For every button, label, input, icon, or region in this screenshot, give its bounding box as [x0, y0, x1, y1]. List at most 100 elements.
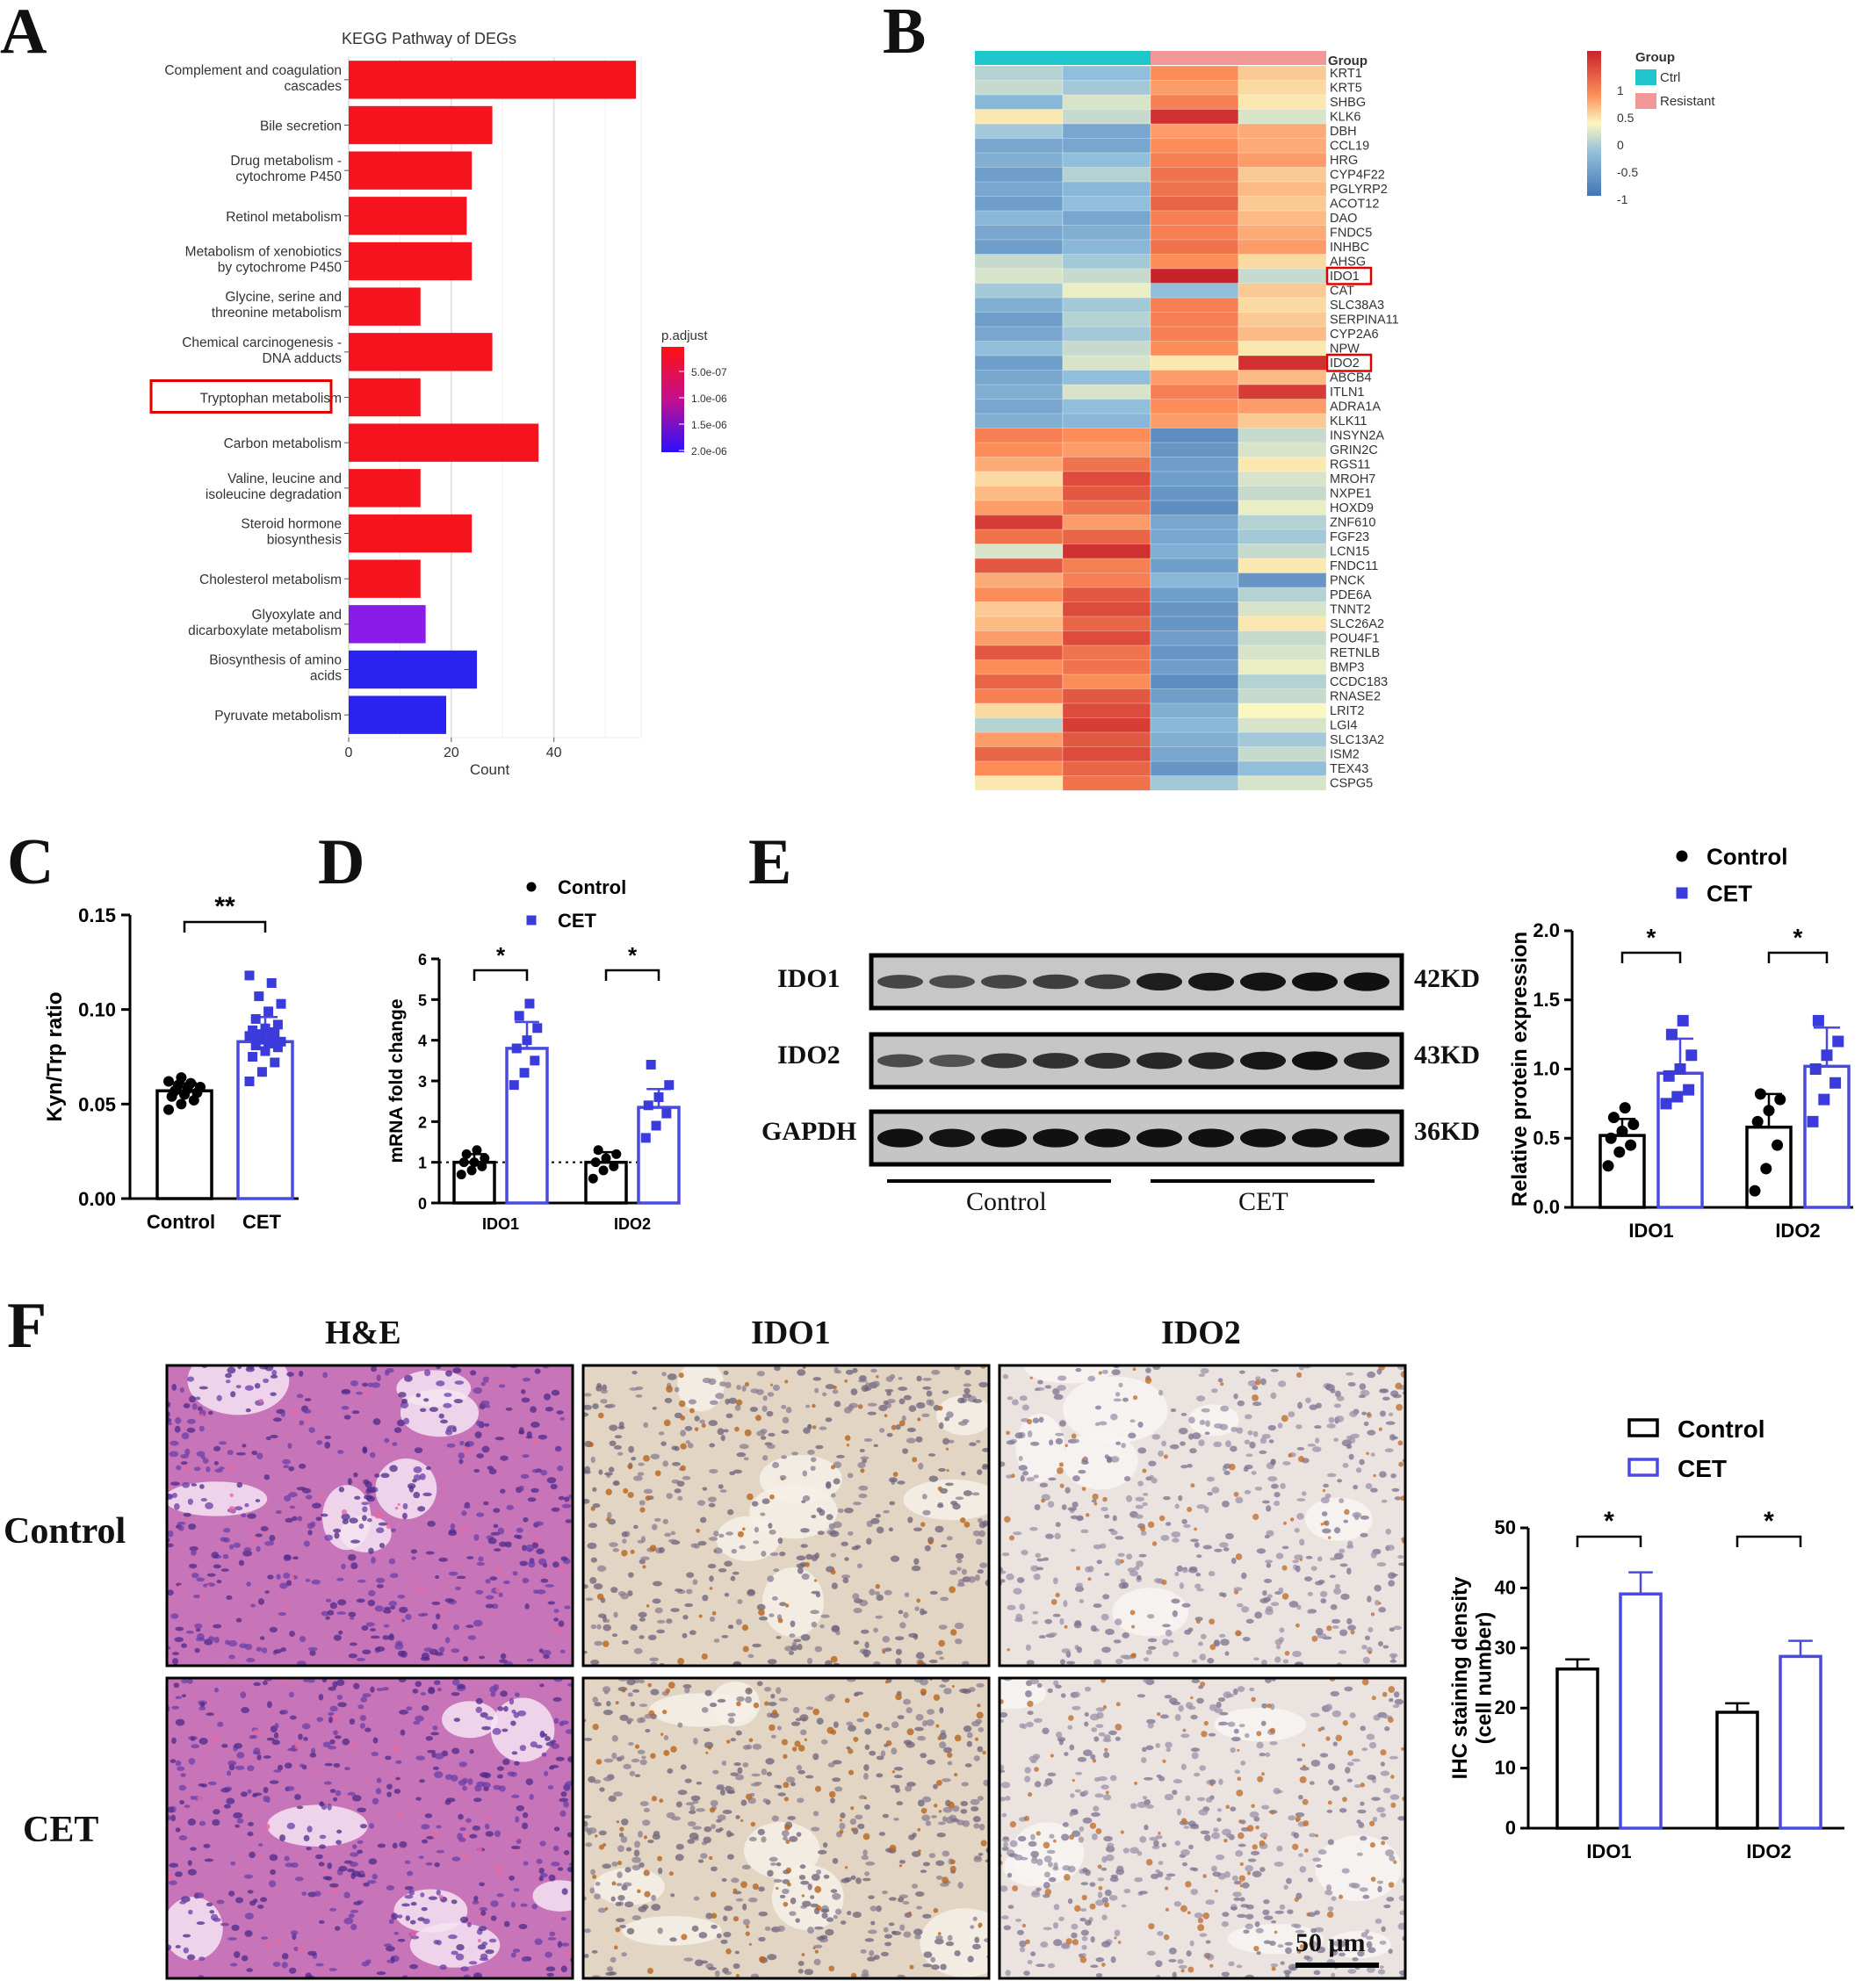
cell-nucleus — [1155, 1869, 1160, 1873]
stain-spot — [963, 1521, 971, 1528]
stain-spot — [846, 1444, 850, 1447]
cell-nucleus — [594, 1640, 603, 1646]
stain-spot — [1195, 1619, 1201, 1624]
gene-label: KRT1 — [1330, 67, 1362, 81]
cell-nucleus — [361, 1961, 370, 1967]
stain-spot — [741, 1624, 749, 1631]
stain-spot — [710, 1891, 717, 1898]
cell-nucleus — [307, 1826, 313, 1833]
heatmap-cell — [1062, 152, 1151, 168]
stain-spot — [644, 1891, 651, 1898]
cell-nucleus — [520, 1473, 530, 1480]
cell-nucleus — [549, 1764, 559, 1768]
cell-nucleus — [707, 1966, 717, 1970]
cell-nucleus — [908, 1405, 917, 1412]
cell-nucleus — [382, 1609, 392, 1614]
cell-nucleus — [410, 1901, 417, 1906]
blot-band — [929, 1128, 975, 1148]
cell-nucleus — [631, 1915, 642, 1921]
cell-nucleus — [1199, 1653, 1207, 1660]
cell-nucleus — [761, 1455, 769, 1461]
cell-nucleus — [955, 1496, 964, 1501]
cell-nucleus — [939, 1684, 946, 1689]
cell-nucleus — [675, 1854, 684, 1862]
cell-nucleus — [1310, 1566, 1317, 1572]
cell-nucleus — [1297, 1401, 1303, 1409]
heatmap-cell — [974, 544, 1064, 559]
cell-nucleus — [1338, 1952, 1346, 1956]
cell-nucleus — [489, 1686, 498, 1693]
cell-nucleus — [1115, 1392, 1121, 1397]
cell-nucleus — [632, 1475, 643, 1481]
cell-nucleus — [1045, 1533, 1054, 1539]
cell-nucleus — [474, 1784, 482, 1792]
cell-nucleus — [814, 1646, 823, 1653]
cell-nucleus — [760, 1512, 766, 1516]
data-point — [176, 1072, 187, 1084]
cell-nucleus — [349, 1642, 357, 1646]
data-point — [1627, 1119, 1640, 1130]
cell-nucleus — [477, 1944, 487, 1950]
cell-nucleus — [481, 1725, 491, 1731]
cell-nucleus — [833, 1721, 839, 1728]
cell-nucleus — [1047, 1501, 1055, 1508]
cell-nucleus — [754, 1526, 759, 1533]
cell-nucleus — [1211, 1832, 1221, 1840]
cell-nucleus — [316, 1440, 323, 1445]
cell-nucleus — [496, 1893, 504, 1898]
gene-label: FGF23 — [1330, 530, 1369, 544]
cell-nucleus — [560, 1791, 567, 1797]
stain-spot — [1315, 1833, 1319, 1838]
cell-nucleus — [898, 1387, 908, 1391]
cell-nucleus — [769, 1552, 779, 1556]
cell-nucleus — [914, 1934, 921, 1940]
heatmap-cell — [974, 181, 1064, 197]
gland-lumen — [903, 1479, 989, 1521]
cell-nucleus — [1310, 1712, 1320, 1718]
stain-spot — [275, 1939, 282, 1946]
cell-nucleus — [391, 1528, 396, 1532]
cell-nucleus — [968, 1575, 977, 1583]
cell-nucleus — [443, 1402, 452, 1408]
gene-label: POU4F1 — [1330, 632, 1379, 646]
heatmap-cell — [974, 167, 1064, 183]
stain-spot — [1225, 1804, 1230, 1810]
heatmap-cell — [974, 341, 1064, 357]
cell-nucleus — [415, 1715, 424, 1722]
cell-nucleus — [1143, 1657, 1150, 1662]
cell-nucleus — [971, 1943, 981, 1950]
cell-nucleus — [805, 1706, 814, 1711]
heatmap-cell — [974, 355, 1064, 371]
cell-nucleus — [218, 1441, 227, 1445]
cell-nucleus — [1079, 1908, 1087, 1912]
cell-nucleus — [800, 1528, 810, 1533]
cell-nucleus — [714, 1970, 720, 1977]
cell-nucleus — [1270, 1459, 1276, 1465]
cell-nucleus — [658, 1431, 665, 1436]
cell-nucleus — [1217, 1697, 1226, 1703]
cell-nucleus — [484, 1823, 490, 1830]
cell-nucleus — [674, 1488, 682, 1494]
heatmap-cell — [1238, 254, 1327, 270]
histology-frame — [581, 1364, 991, 1667]
stain-spot — [909, 1964, 914, 1970]
cell-nucleus — [725, 1830, 732, 1838]
cell-nucleus — [244, 1912, 255, 1920]
cell-nucleus — [194, 1891, 205, 1899]
data-point — [1619, 1102, 1631, 1114]
cell-nucleus — [1358, 1822, 1365, 1829]
cell-nucleus — [418, 1855, 424, 1860]
stain-spot — [1079, 1956, 1087, 1963]
blot-bands — [869, 953, 1404, 1183]
cell-nucleus — [220, 1922, 229, 1927]
stain-spot — [725, 1948, 732, 1955]
cell-nucleus — [348, 1912, 355, 1919]
heatmap-cell — [1150, 152, 1239, 168]
cell-nucleus — [935, 1860, 945, 1866]
cell-nucleus — [305, 1578, 311, 1582]
gland-lumen — [167, 1897, 223, 1961]
category-label: Glycine, serine and — [225, 290, 342, 305]
cell-nucleus — [1128, 1432, 1137, 1439]
cell-nucleus — [1036, 1682, 1043, 1689]
cell-nucleus — [1208, 1732, 1216, 1737]
